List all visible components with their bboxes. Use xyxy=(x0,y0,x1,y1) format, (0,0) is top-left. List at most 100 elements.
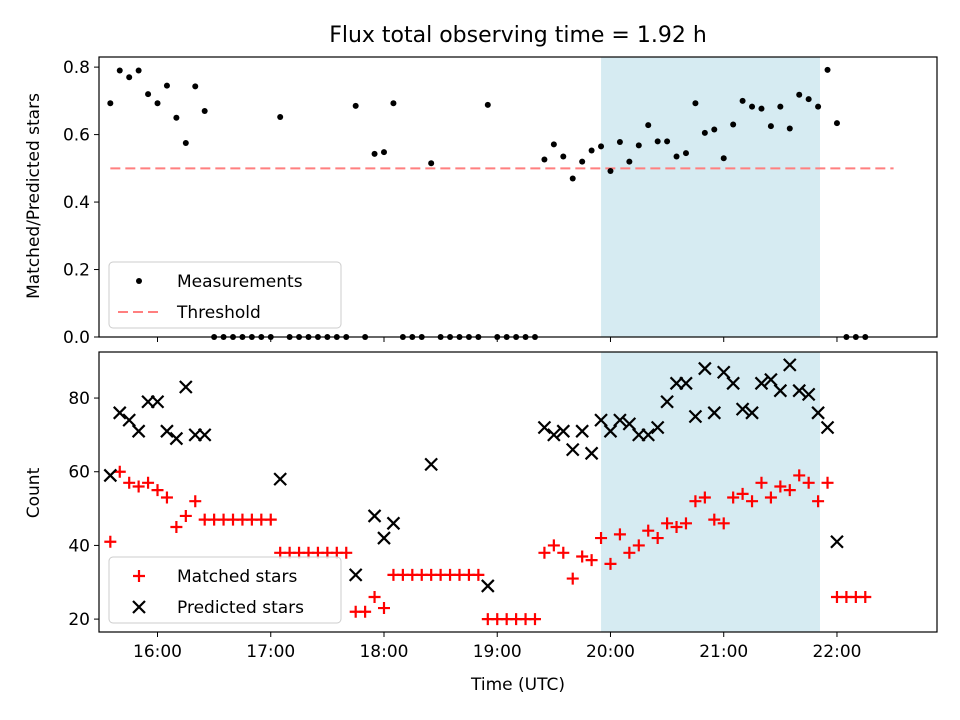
x-tick-label: 21:00 xyxy=(699,642,748,662)
bottom-y-axis-label: Count xyxy=(24,467,44,518)
predicted-star-point xyxy=(481,579,495,593)
matched-star-point xyxy=(661,517,674,530)
matched-star-point xyxy=(613,528,626,541)
predicted-star-point xyxy=(565,442,580,457)
predicted-star-point xyxy=(169,431,184,446)
x-tick-label: 20:00 xyxy=(586,642,635,662)
legend-label: Matched stars xyxy=(177,567,297,587)
measurement-point xyxy=(635,142,642,149)
measurement-point xyxy=(758,105,765,112)
matched-star-point xyxy=(132,480,145,493)
measurement-point xyxy=(833,120,840,127)
y-tick-label: 0.8 xyxy=(63,58,90,78)
predicted-star-point xyxy=(547,428,561,442)
predicted-star-point xyxy=(103,468,118,483)
x-tick-label: 16:00 xyxy=(133,642,182,662)
measurement-point xyxy=(730,121,737,128)
predicted-star-point xyxy=(707,406,722,420)
matched-star-point xyxy=(189,495,202,508)
matched-star-point xyxy=(377,602,390,615)
matched-star-point xyxy=(179,509,192,522)
chart-title: Flux total observing time = 1.92 h xyxy=(329,23,707,48)
predicted-star-point xyxy=(783,358,797,372)
legend-label: Measurements xyxy=(177,272,303,292)
matched-star-point xyxy=(170,521,183,533)
measurement-point xyxy=(135,67,142,74)
bottom-panel-counts: 20 40 60 80 16:00 17:00 18:00 19:00 20:00 21:00 22… xyxy=(68,351,938,662)
measurement-point xyxy=(701,129,708,136)
legend-label: Threshold xyxy=(176,303,261,323)
axes-frame xyxy=(98,56,938,338)
predicted-star-point xyxy=(820,420,835,435)
measurement-point xyxy=(163,82,170,89)
predicted-star-point xyxy=(754,376,769,391)
matched-star-point xyxy=(632,539,645,552)
legend-box xyxy=(108,261,342,329)
matched-star-point xyxy=(670,521,683,533)
measurement-point xyxy=(796,91,803,98)
measurement-point xyxy=(541,156,548,163)
measurement-point xyxy=(673,153,680,160)
measurement-point xyxy=(560,153,567,160)
y-tick-label: 0.2 xyxy=(63,261,90,281)
matched-star-point xyxy=(859,591,872,603)
measurement-point xyxy=(484,101,491,108)
matched-star-point xyxy=(151,484,164,497)
matched-star-point xyxy=(821,476,834,489)
predicted-star-point xyxy=(348,568,363,582)
legend: Measurements Threshold xyxy=(108,261,342,329)
matched-star-point xyxy=(623,546,636,559)
predicted-star-point xyxy=(811,406,825,420)
matched-star-point xyxy=(104,535,117,548)
y-tick-label: 0.4 xyxy=(63,193,90,213)
legend: Matched stars Predicted stars xyxy=(108,556,342,624)
measurement-point xyxy=(777,103,784,110)
predicted-star-point xyxy=(641,428,656,442)
matched-star-point xyxy=(585,554,598,567)
matched-star-point xyxy=(727,491,740,504)
y-tick-label: 0.0 xyxy=(63,328,90,348)
measurement-point xyxy=(173,114,180,121)
legend-marker-x xyxy=(132,600,146,614)
measurement-point xyxy=(598,143,605,150)
matched-star-point xyxy=(604,557,617,570)
measurement-point xyxy=(371,150,378,157)
predicted-star-point xyxy=(424,457,438,472)
matched-star-point xyxy=(651,532,664,545)
predicted-star-point xyxy=(556,424,571,438)
measurement-point xyxy=(692,100,699,107)
matched-star-point xyxy=(812,495,825,508)
matched-star-point xyxy=(368,591,381,603)
predicted-star-point xyxy=(150,394,165,409)
measurement-point xyxy=(720,155,727,162)
matched-star-point xyxy=(736,487,749,500)
predicted-star-point xyxy=(603,424,618,438)
measurement-point xyxy=(654,138,661,145)
matched-star-point xyxy=(142,476,155,489)
predicted-star-point xyxy=(726,376,740,391)
predicted-star-point xyxy=(716,365,731,380)
matched-star-point xyxy=(708,513,721,526)
matched-star-point xyxy=(698,491,711,504)
measurement-point xyxy=(380,149,387,156)
matched-star-point xyxy=(123,476,136,489)
measurement-point xyxy=(182,140,189,147)
matched-star-point xyxy=(547,539,560,552)
legend-marker-dot xyxy=(136,278,142,284)
matched-star-point xyxy=(774,480,787,493)
predicted-star-point xyxy=(160,424,174,438)
predicted-star-point xyxy=(801,387,816,402)
matched-star-point xyxy=(642,524,655,537)
matched-star-point xyxy=(576,550,589,563)
matched-star-point xyxy=(264,513,277,526)
predicted-star-point xyxy=(367,509,382,523)
observing-span-shade xyxy=(601,57,820,337)
measurement-point xyxy=(116,67,123,74)
measurement-point xyxy=(550,141,557,148)
measurement-point xyxy=(664,138,671,145)
predicted-star-point xyxy=(698,361,712,376)
legend-marker-plus xyxy=(133,570,145,582)
measurement-point xyxy=(682,150,689,157)
measurement-point xyxy=(616,139,623,146)
